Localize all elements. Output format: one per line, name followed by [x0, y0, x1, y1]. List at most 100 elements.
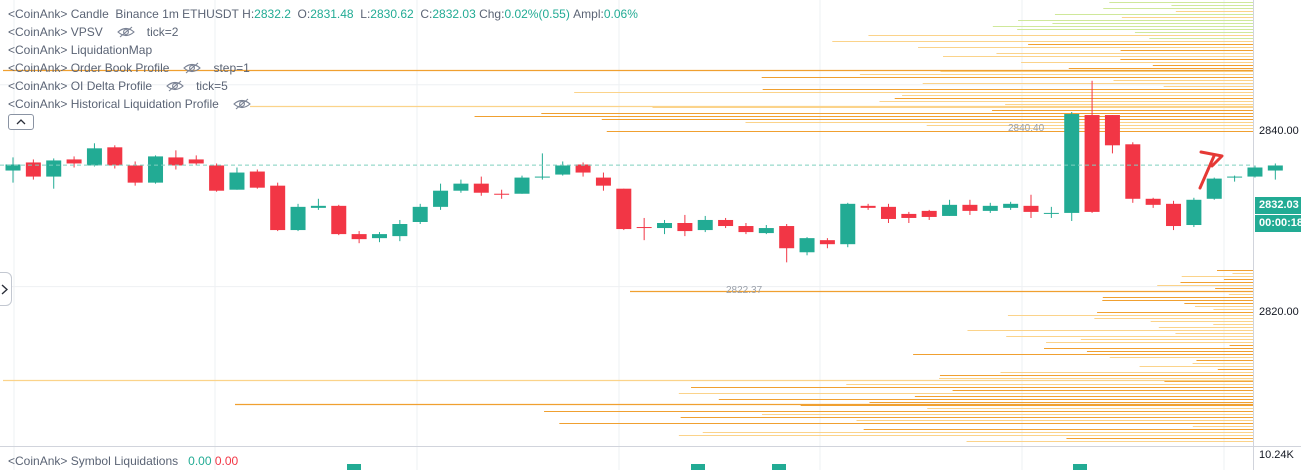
eye-hidden-icon[interactable]	[116, 26, 135, 38]
candle-body	[46, 160, 62, 177]
candle-body	[290, 206, 306, 231]
legend-l-value: 2830.62	[370, 7, 414, 21]
subpane-prefix: <CoinAnk>	[8, 454, 68, 468]
candle-body	[209, 165, 225, 191]
indicator-param: step=1	[213, 61, 250, 75]
candle-body	[779, 226, 795, 249]
legend-indicator-oi-delta-profile[interactable]: <CoinAnk> OI Delta Profile tick=5	[8, 77, 638, 95]
indicator-prefix: <CoinAnk>	[8, 97, 68, 111]
candle-body	[860, 205, 876, 208]
candle-body	[534, 176, 550, 178]
legend-prefix: <CoinAnk>	[8, 7, 68, 21]
candle-body	[1145, 198, 1161, 205]
indicator-prefix: <CoinAnk>	[8, 79, 68, 93]
candle-body	[249, 171, 265, 188]
legend-indicator-historical-liquidation-profile[interactable]: <CoinAnk> Historical Liquidation Profile	[8, 95, 638, 113]
subpane-long-value: 0.00	[188, 454, 212, 468]
legend-c-label: C:	[420, 7, 433, 21]
liquidation-bar	[1073, 464, 1087, 470]
candle-body	[127, 165, 143, 183]
legend-ampl-value: 0.06%	[603, 7, 638, 21]
candle-body	[758, 228, 774, 234]
candle-body	[1003, 203, 1019, 208]
indicator-prefix: <CoinAnk>	[8, 61, 68, 75]
candle-body	[270, 185, 286, 231]
legend-symbol: ETHUSDT	[182, 7, 239, 21]
candle-body	[901, 213, 917, 218]
chevron-right-icon	[1, 283, 8, 295]
legend-h-label: H:	[242, 7, 255, 21]
candle-body	[148, 156, 164, 183]
liquidation-bar	[772, 464, 786, 470]
candle-body	[107, 147, 123, 166]
legend-exchange: Binance	[115, 7, 159, 21]
candle-body	[921, 210, 937, 217]
price-axis-label: 2820.00	[1259, 306, 1299, 318]
candle-body	[738, 226, 754, 233]
candle-body	[616, 188, 632, 230]
candle-body	[86, 148, 102, 166]
candle-body	[1023, 205, 1039, 212]
eye-hidden-icon[interactable]	[183, 62, 202, 74]
legend-candle[interactable]: <CoinAnk> Candle Binance 1m ETHUSDT H: 28…	[8, 5, 638, 23]
legend-interval: 1m	[162, 7, 179, 21]
subpane-legend[interactable]: <CoinAnk> Symbol Liquidations 0.00 0.00	[8, 454, 238, 468]
candle-body	[697, 219, 713, 231]
candle-body	[595, 177, 611, 186]
candle-body	[1064, 114, 1080, 213]
legend-indicator-liquidationmap[interactable]: <CoinAnk> LiquidationMap	[8, 41, 638, 59]
candle-body	[412, 206, 428, 222]
candle-body	[636, 227, 652, 229]
candle-body	[718, 219, 734, 227]
indicator-prefix: <CoinAnk>	[8, 43, 68, 57]
legend-indicator-order-book-profile[interactable]: <CoinAnk> Order Book Profile step=1	[8, 59, 638, 77]
liquidation-bar	[691, 464, 705, 470]
candle-body	[392, 224, 408, 237]
candle-body	[799, 238, 815, 253]
candle-body	[1043, 212, 1059, 214]
high-marker: 2840.40	[1008, 123, 1045, 134]
legend-h-value: 2832.2	[254, 7, 291, 21]
indicator-param: tick=5	[196, 79, 228, 93]
legend-o-label: O:	[297, 7, 311, 21]
annotation-arrow-icon	[1198, 150, 1224, 190]
candle-body	[25, 162, 41, 177]
candle-body	[453, 183, 469, 191]
candle-body	[473, 183, 489, 193]
candle-body	[433, 190, 449, 207]
candle-body	[1267, 165, 1283, 171]
candle-body	[310, 205, 326, 208]
eye-hidden-icon[interactable]	[232, 98, 251, 110]
overlays	[0, 150, 1253, 190]
legend-chg-label: Chg:	[479, 7, 505, 21]
chevron-up-icon	[16, 119, 26, 125]
candle-body	[1104, 115, 1120, 146]
candle-body	[5, 164, 21, 171]
expand-panel-button[interactable]	[0, 272, 12, 306]
candle-body	[575, 164, 591, 173]
candle-body	[66, 159, 82, 164]
legend-ampl-label: Ampl:	[573, 7, 604, 21]
price-axis-label: 2840.00	[1259, 125, 1299, 137]
candle-body	[494, 193, 510, 195]
candle-body	[1247, 167, 1263, 177]
subpane-name: Symbol Liquidations	[70, 454, 179, 468]
candle-body	[371, 234, 387, 239]
indicator-name: LiquidationMap	[70, 43, 153, 57]
candle-body	[942, 204, 958, 216]
eye-hidden-icon[interactable]	[166, 80, 184, 92]
legend-indicator-vpsv[interactable]: <CoinAnk> VPSV tick=2	[8, 23, 638, 41]
collapse-legend-button[interactable]	[8, 114, 34, 130]
subpane-short-value: 0.00	[214, 454, 239, 468]
current-price-tag: 2832.03	[1255, 197, 1301, 214]
candle-body	[351, 234, 367, 240]
low-marker: 2822.37	[726, 285, 763, 296]
candle-body	[962, 204, 978, 211]
indicator-param: tick=2	[146, 25, 179, 39]
candle-body	[229, 172, 245, 190]
candle-body	[880, 206, 896, 219]
candle-body	[1227, 176, 1243, 178]
